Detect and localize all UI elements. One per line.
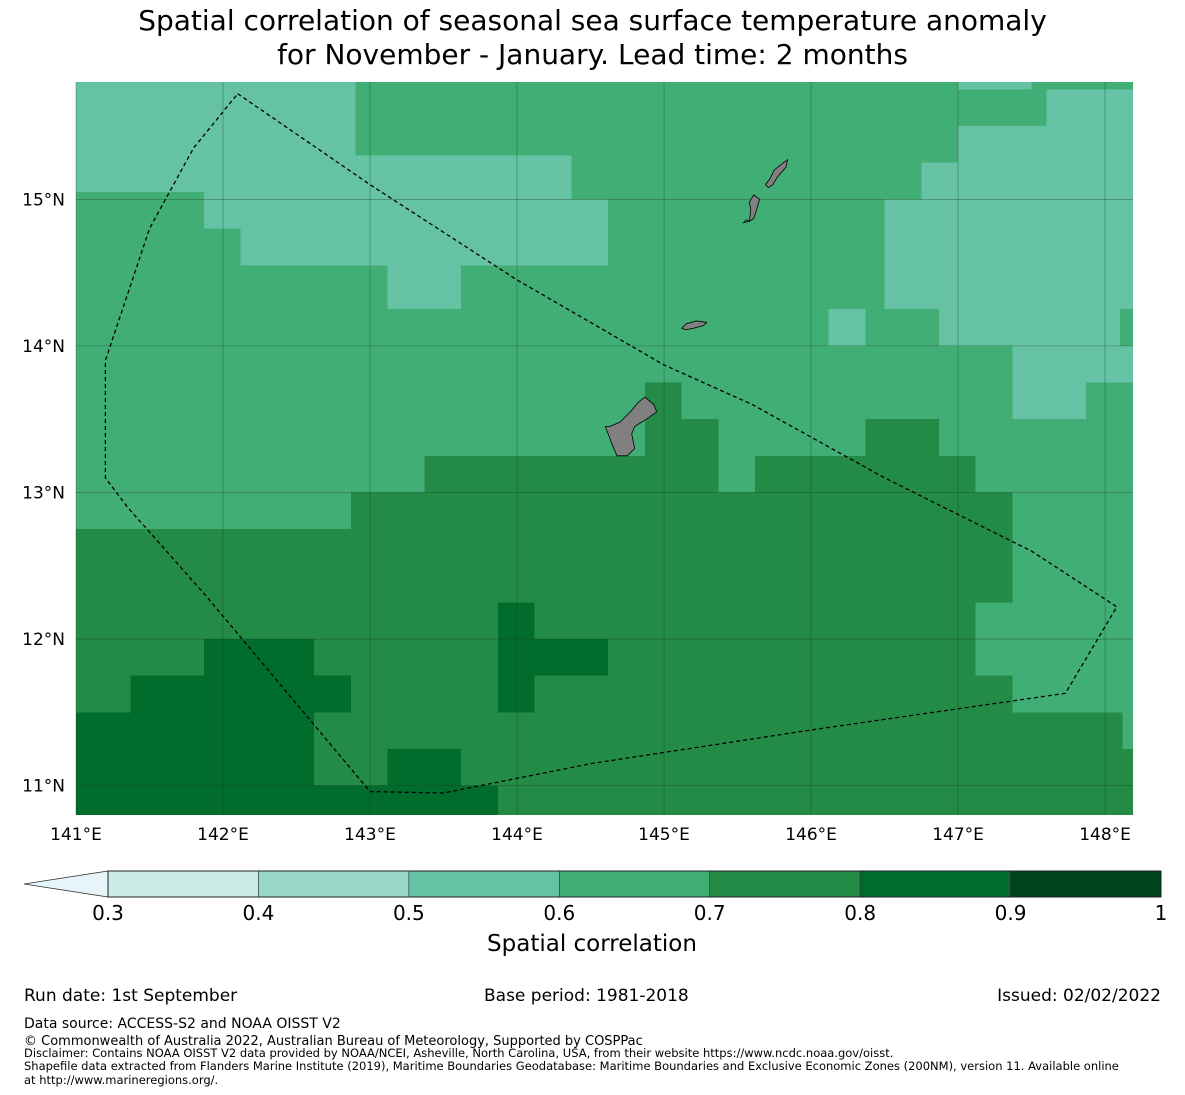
lon-tick-label: 145°E: [638, 825, 690, 845]
data-source: Data source: ACCESS-S2 and NOAA OISST V2: [24, 1016, 341, 1032]
colorbar-swatch: [1010, 870, 1162, 898]
island-tinian: [748, 194, 761, 223]
correlation-cell: [1046, 89, 1133, 126]
correlation-cell: [387, 265, 462, 310]
lat-tick-label: 12°N: [22, 630, 65, 650]
correlation-cell: [387, 749, 462, 786]
correlation-cell: [1122, 712, 1133, 750]
correlation-cell: [130, 675, 204, 815]
issued-date: Issued: 02/02/2022: [997, 986, 1161, 1006]
correlation-cell: [884, 199, 1133, 310]
lon-tick-label: 144°E: [491, 825, 543, 845]
lon-tick-label: 143°E: [344, 825, 396, 845]
base-period: Base period: 1981-2018: [484, 986, 689, 1006]
shapefile-credit-line-2: at http://www.marineregions.org/.: [24, 1073, 219, 1087]
correlation-cell: [865, 419, 939, 456]
correlation-cell: [828, 309, 866, 346]
run-date: Run date: 1st September: [24, 986, 238, 1006]
correlation-cell: [958, 82, 1032, 90]
correlation-cell: [76, 712, 131, 815]
correlation-cell: [203, 639, 315, 786]
lat-tick-label: 11°N: [22, 777, 65, 797]
colorbar-swatch: [859, 870, 1011, 898]
lon-tick-label: 147°E: [932, 825, 984, 845]
lat-tick-label: 15°N: [22, 190, 65, 210]
colorbar-tick-label: 0.6: [543, 901, 576, 925]
correlation-cell: [350, 228, 609, 266]
correlation-cell: [644, 382, 682, 456]
correlation-cell: [314, 675, 351, 713]
colorbar-swatch: [709, 870, 861, 898]
correlation-cell: [497, 602, 535, 713]
island-guam: [604, 396, 658, 457]
copyright: © Commonwealth of Australia 2022, Austra…: [24, 1034, 643, 1049]
correlation-cell: [424, 455, 719, 493]
correlation-cell: [1012, 345, 1133, 383]
island-aguijan: [742, 219, 751, 224]
colorbar-swatch: [558, 870, 711, 898]
colorbar-swatch: [107, 870, 259, 898]
lat-tick-label: 13°N: [22, 483, 65, 503]
colorbar: [23, 870, 1162, 898]
correlation-cell: [203, 785, 498, 815]
colorbar-tick-label: 0.4: [242, 901, 275, 925]
lon-tick-label: 148°E: [1079, 825, 1131, 845]
correlation-cell: [938, 309, 1120, 346]
colorbar-swatch: [258, 870, 410, 898]
lat-tick-label: 14°N: [22, 337, 65, 357]
correlation-cell: [1012, 492, 1133, 603]
eez-boundary: [104, 93, 1118, 794]
colorbar-swatch: [408, 870, 560, 898]
title-line-2: for November - January. Lead time: 2 mon…: [277, 38, 908, 71]
colorbar-tick-label: 0.9: [994, 901, 1027, 925]
colorbar-tick-label: 0.7: [693, 901, 726, 925]
correlation-cell: [1012, 382, 1086, 420]
lon-tick-label: 146°E: [785, 825, 837, 845]
island-saipan: [764, 158, 789, 189]
correlation-cell: [534, 639, 609, 676]
shapefile-credit-line-1: Shapefile data extracted from Flanders M…: [24, 1059, 1119, 1073]
correlation-cell: [921, 162, 1133, 200]
map-area[interactable]: 141°E 142°E 143°E 144°E 145°E 146°E 147°E 148°E…: [22, 82, 1133, 845]
correlation-cell: [755, 455, 976, 493]
colorbar-tick-label: 1: [1154, 901, 1168, 925]
disclaimer: Disclaimer: Contains NOAA OISST V2 data …: [24, 1046, 894, 1060]
lon-tick-label: 142°E: [197, 825, 249, 845]
correlation-cell: [958, 125, 1133, 163]
correlation-cell: [681, 419, 719, 456]
island-rota: [680, 320, 708, 331]
chart-title: Spatial correlation of seasonal sea surf…: [0, 4, 1185, 72]
title-line-1: Spatial correlation of seasonal sea surf…: [138, 4, 1047, 37]
colorbar-tick-label: 0.8: [844, 901, 877, 925]
colorbar-title: Spatial correlation: [487, 931, 697, 957]
lon-tick-label: 141°E: [50, 825, 102, 845]
colorbar-tick-label: 0.3: [92, 901, 124, 925]
colorbar-frame: [107, 870, 1162, 898]
colorbar-extend-arrow: [23, 870, 109, 898]
colorbar-tick-label: 0.5: [392, 901, 425, 925]
